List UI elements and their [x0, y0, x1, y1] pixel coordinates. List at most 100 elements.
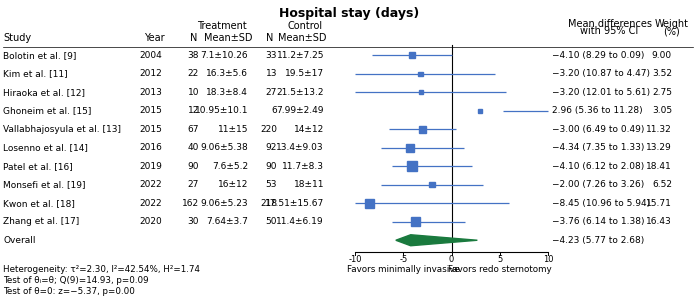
Text: 7.1±10.26: 7.1±10.26 [200, 51, 248, 60]
Text: 2012: 2012 [139, 69, 162, 78]
Text: 16.3±5.6: 16.3±5.6 [206, 69, 248, 78]
Text: 162: 162 [182, 199, 199, 208]
Text: Zhang et al. [17]: Zhang et al. [17] [3, 217, 79, 226]
Text: 5: 5 [497, 255, 503, 265]
Text: Ghoneim et al. [15]: Ghoneim et al. [15] [3, 106, 91, 115]
Text: −3.00 (6.49 to 0.49): −3.00 (6.49 to 0.49) [552, 125, 644, 134]
Text: 40: 40 [187, 143, 199, 152]
Text: 67: 67 [187, 125, 199, 134]
Text: with 95% CI: with 95% CI [581, 26, 638, 36]
Text: 218: 218 [260, 199, 277, 208]
Text: −4.10 (8.29 to 0.09): −4.10 (8.29 to 0.09) [552, 51, 644, 60]
Text: 22: 22 [187, 69, 199, 78]
Text: Year: Year [144, 33, 164, 43]
Text: 2015: 2015 [139, 125, 162, 134]
Text: 2015: 2015 [139, 106, 162, 115]
Text: 10: 10 [543, 255, 553, 265]
Text: 2.96 (5.36 to 11.28): 2.96 (5.36 to 11.28) [552, 106, 643, 115]
Text: 11.4±6.19: 11.4±6.19 [277, 217, 324, 226]
Text: Kim et al. [11]: Kim et al. [11] [3, 69, 68, 78]
Text: N: N [266, 33, 274, 43]
Text: 27: 27 [187, 180, 199, 189]
Text: 11±15: 11±15 [217, 125, 248, 134]
Text: Test of θ=0: z=−5.37, p=0.00: Test of θ=0: z=−5.37, p=0.00 [3, 287, 135, 296]
Text: 9.06±5.23: 9.06±5.23 [200, 199, 248, 208]
Text: 220: 220 [260, 125, 277, 134]
Text: 2004: 2004 [139, 51, 162, 60]
Text: 92: 92 [266, 143, 277, 152]
Text: −8.45 (10.96 to 5.94): −8.45 (10.96 to 5.94) [552, 199, 650, 208]
Bar [406, 144, 413, 152]
Text: Bolotin et al. [9]: Bolotin et al. [9] [3, 51, 77, 60]
Text: 11.32: 11.32 [646, 125, 672, 134]
Text: 13: 13 [266, 69, 277, 78]
Text: −2.00 (7.26 to 3.26): −2.00 (7.26 to 3.26) [552, 180, 644, 189]
Text: Kwon et al. [18]: Kwon et al. [18] [3, 199, 75, 208]
Text: 15.71: 15.71 [646, 199, 672, 208]
Text: 11.2±7.25: 11.2±7.25 [277, 51, 324, 60]
Text: -5: -5 [399, 255, 407, 265]
Bar [419, 126, 426, 133]
Text: 16±12: 16±12 [217, 180, 248, 189]
Text: 53: 53 [266, 180, 277, 189]
Text: 90: 90 [266, 162, 277, 171]
Text: N: N [190, 33, 198, 43]
Text: 18±11: 18±11 [293, 180, 324, 189]
Text: −4.10 (6.12 to 2.08): −4.10 (6.12 to 2.08) [552, 162, 644, 171]
Text: −3.20 (10.87 to 4.47): −3.20 (10.87 to 4.47) [552, 69, 650, 78]
Text: 2019: 2019 [139, 162, 162, 171]
Text: Mean±SD: Mean±SD [204, 33, 252, 43]
Polygon shape [396, 235, 477, 246]
Text: Losenno et al. [14]: Losenno et al. [14] [3, 143, 88, 152]
Bar [411, 217, 420, 226]
Text: 2013: 2013 [139, 88, 162, 97]
Text: −3.76 (6.14 to 1.38): −3.76 (6.14 to 1.38) [552, 217, 645, 226]
Text: 13.4±9.03: 13.4±9.03 [277, 143, 324, 152]
Text: Weight: Weight [655, 19, 689, 29]
Text: 2016: 2016 [139, 143, 162, 152]
Text: 90: 90 [187, 162, 199, 171]
Text: 9.06±5.38: 9.06±5.38 [200, 143, 248, 152]
Text: 18.41: 18.41 [646, 162, 672, 171]
Text: Monsefi et al. [19]: Monsefi et al. [19] [3, 180, 86, 189]
Bar [408, 52, 415, 59]
Text: Control: Control [287, 21, 323, 31]
Text: 9.00: 9.00 [652, 51, 672, 60]
Text: 16.43: 16.43 [646, 217, 672, 226]
Text: Mean differences: Mean differences [567, 19, 652, 29]
Text: (%): (%) [664, 26, 680, 36]
Text: 38: 38 [187, 51, 199, 60]
Text: 33: 33 [266, 51, 277, 60]
Text: 6: 6 [271, 106, 277, 115]
Text: Hiraoka et al. [12]: Hiraoka et al. [12] [3, 88, 85, 97]
Text: 6.52: 6.52 [652, 180, 672, 189]
Text: 7.99±2.49: 7.99±2.49 [277, 106, 324, 115]
Text: 2020: 2020 [139, 217, 162, 226]
Text: 30: 30 [187, 217, 199, 226]
Text: 7.64±3.7: 7.64±3.7 [206, 217, 248, 226]
Text: 2.75: 2.75 [652, 88, 672, 97]
Text: Favors minimally invasive: Favors minimally invasive [347, 265, 459, 274]
Text: 3.52: 3.52 [652, 69, 672, 78]
Text: -10: -10 [348, 255, 362, 265]
Text: 13.29: 13.29 [646, 143, 672, 152]
Text: 50: 50 [266, 217, 277, 226]
Text: 14±12: 14±12 [293, 125, 324, 134]
Text: 11.7±8.3: 11.7±8.3 [282, 162, 324, 171]
Text: Favors redo sternotomy: Favors redo sternotomy [448, 265, 551, 274]
Text: −4.34 (7.35 to 1.33): −4.34 (7.35 to 1.33) [552, 143, 644, 152]
Text: Test of θᵢ=θ; Q(9)=14.93, p=0.09: Test of θᵢ=θ; Q(9)=14.93, p=0.09 [3, 276, 148, 285]
Text: Vallabhajosyula et al. [13]: Vallabhajosyula et al. [13] [3, 125, 121, 134]
Text: Patel et al. [16]: Patel et al. [16] [3, 162, 72, 171]
Text: 27: 27 [266, 88, 277, 97]
Text: −3.20 (12.01 to 5.61): −3.20 (12.01 to 5.61) [552, 88, 650, 97]
Text: 0: 0 [449, 255, 454, 265]
Text: Study: Study [3, 33, 31, 43]
Text: 10.95±10.1: 10.95±10.1 [194, 106, 248, 115]
Bar [365, 199, 374, 208]
Text: 12: 12 [187, 106, 199, 115]
Bar [429, 182, 435, 187]
Bar [418, 72, 423, 76]
Text: Mean±SD: Mean±SD [277, 33, 326, 43]
Bar [407, 161, 417, 171]
